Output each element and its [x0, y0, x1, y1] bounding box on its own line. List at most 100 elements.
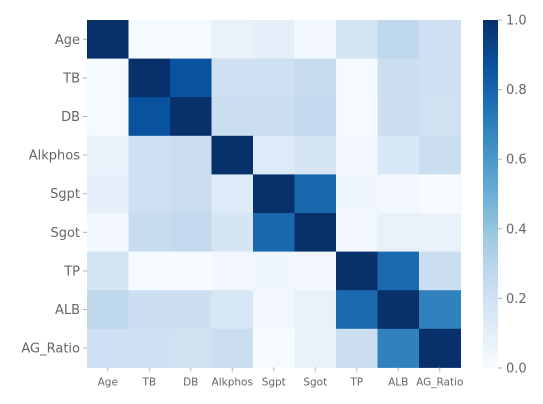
- heatmap-cell-TP-TP: [336, 251, 378, 291]
- heatmap-cell-Alkphos-ALB: [377, 135, 420, 175]
- heatmap-cell-ALB-TP: [336, 290, 378, 330]
- heatmap-cell-ALB-DB: [170, 290, 212, 330]
- heatmap-cell-Sgpt-TB: [128, 174, 171, 214]
- heatmap-cell-Sgot-TP: [336, 213, 378, 253]
- colorbar-tick-label: 1.0: [506, 14, 527, 29]
- heatmap-cell-DB-AG_Ratio: [419, 97, 461, 137]
- heatmap-cell-AG_Ratio-Age: [87, 328, 129, 368]
- heatmap-cell-TP-AG_Ratio: [419, 251, 461, 291]
- y-axis-labels: Age TB DB Alkphos Sgpt Sgot TP ALB AG_Ratio: [21, 33, 87, 357]
- y-label-Sgot: Sgot: [50, 226, 80, 241]
- x-axis-labels: Age TB DB Alkphos Sgpt Sgot TP ALB AG_Ratio: [98, 367, 463, 388]
- heatmap-cell-TP-Sgot: [294, 251, 337, 291]
- heatmap-cell-DB-TP: [336, 97, 378, 137]
- heatmap-cell-AG_Ratio-Sgot: [294, 328, 337, 368]
- heatmap-cell-TB-Alkphos: [211, 58, 254, 98]
- heatmap-cell-Alkphos-Sgot: [294, 135, 337, 175]
- heatmap-cell-Age-TB: [128, 20, 171, 60]
- heatmap-cell-ALB-Sgot: [294, 290, 337, 330]
- heatmap-cell-Age-Sgot: [294, 20, 337, 60]
- heatmap-cell-TP-Alkphos: [211, 251, 254, 291]
- heatmap-cell-ALB-Alkphos: [211, 290, 254, 330]
- heatmap-cell-Sgpt-Sgpt: [253, 174, 295, 214]
- x-label-TB: TB: [141, 376, 156, 388]
- heatmap-cell-DB-TB: [128, 97, 171, 137]
- heatmap-cell-TP-Sgpt: [253, 251, 295, 291]
- x-label-DB: DB: [183, 376, 198, 388]
- x-label-TP: TP: [349, 376, 363, 388]
- y-label-TB: TB: [62, 71, 80, 86]
- heatmap-cell-TB-TB: [128, 58, 171, 98]
- y-label-Sgpt: Sgpt: [50, 187, 80, 202]
- heatmap-cells: [87, 20, 461, 368]
- heatmap-cell-AG_Ratio-Alkphos: [211, 328, 254, 368]
- y-label-AG_Ratio: AG_Ratio: [21, 342, 80, 357]
- heatmap-cell-TB-ALB: [377, 58, 420, 98]
- heatmap-cell-AG_Ratio-Sgpt: [253, 328, 295, 368]
- heatmap-cell-DB-Sgpt: [253, 97, 295, 137]
- heatmap-cell-TP-ALB: [377, 251, 420, 291]
- heatmap-cell-Sgpt-AG_Ratio: [419, 174, 461, 214]
- colorbar-ticks: 0.0 0.2 0.4 0.6 0.8 1.0: [498, 14, 527, 377]
- y-label-Age: Age: [55, 33, 80, 48]
- heatmap-cell-DB-Alkphos: [211, 97, 254, 137]
- colorbar: [483, 20, 498, 368]
- heatmap-cell-ALB-Age: [87, 290, 129, 330]
- heatmap-cell-Alkphos-Sgpt: [253, 135, 295, 175]
- heatmap-cell-Sgot-Alkphos: [211, 213, 254, 253]
- y-label-ALB: ALB: [55, 303, 80, 318]
- x-label-Alkphos: Alkphos: [212, 376, 253, 388]
- heatmap-cell-AG_Ratio-DB: [170, 328, 212, 368]
- heatmap-cell-ALB-ALB: [377, 290, 420, 330]
- heatmap-cell-Alkphos-TB: [128, 135, 171, 175]
- heatmap-cell-Age-Age: [87, 20, 129, 60]
- colorbar-tick-label: 0.6: [506, 153, 527, 168]
- heatmap-cell-Sgot-ALB: [377, 213, 420, 253]
- heatmap-cell-TB-AG_Ratio: [419, 58, 461, 98]
- heatmap-cell-Sgot-Sgpt: [253, 213, 295, 253]
- heatmap-cell-Sgot-DB: [170, 213, 212, 253]
- heatmap-cell-AG_Ratio-ALB: [377, 328, 420, 368]
- heatmap-cell-Sgot-Age: [87, 213, 129, 253]
- heatmap-cell-Age-AG_Ratio: [419, 20, 461, 60]
- heatmap-cell-ALB-TB: [128, 290, 171, 330]
- heatmap-cell-Alkphos-Alkphos: [211, 135, 254, 175]
- y-label-Alkphos: Alkphos: [29, 149, 80, 164]
- x-label-ALB: ALB: [388, 376, 408, 388]
- heatmap-cell-TB-Sgot: [294, 58, 337, 98]
- y-label-TP: TP: [63, 264, 80, 279]
- heatmap-cell-Sgot-Sgot: [294, 213, 337, 253]
- heatmap-cell-Alkphos-DB: [170, 135, 212, 175]
- colorbar-tick-label: 0.0: [506, 362, 527, 377]
- heatmap-cell-Age-TP: [336, 20, 378, 60]
- heatmap-cell-ALB-Sgpt: [253, 290, 295, 330]
- x-label-AG_Ratio: AG_Ratio: [416, 376, 463, 388]
- heatmap-cell-Sgpt-Age: [87, 174, 129, 214]
- heatmap-cell-DB-DB: [170, 97, 212, 137]
- x-label-Sgpt: Sgpt: [262, 376, 286, 388]
- heatmap-cell-AG_Ratio-TP: [336, 328, 378, 368]
- heatmap-cell-Alkphos-TP: [336, 135, 378, 175]
- heatmap-cell-Sgpt-TP: [336, 174, 378, 214]
- heatmap-cell-TP-Age: [87, 251, 129, 291]
- heatmap-cell-DB-Age: [87, 97, 129, 137]
- x-label-Age: Age: [98, 376, 118, 388]
- colorbar-tick-label: 0.2: [506, 292, 527, 307]
- heatmap-cell-TB-DB: [170, 58, 212, 98]
- heatmap-cell-TP-TB: [128, 251, 171, 291]
- heatmap-cell-DB-ALB: [377, 97, 420, 137]
- heatmap-cell-Alkphos-Age: [87, 135, 129, 175]
- heatmap-cell-TB-Sgpt: [253, 58, 295, 98]
- heatmap-cell-Alkphos-AG_Ratio: [419, 135, 461, 175]
- colorbar-tick-label: 0.8: [506, 83, 527, 98]
- heatmap-cell-Sgot-AG_Ratio: [419, 213, 461, 253]
- heatmap-cell-Sgot-TB: [128, 213, 171, 253]
- heatmap-cell-Sgpt-Sgot: [294, 174, 337, 214]
- heatmap-cell-Age-Sgpt: [253, 20, 295, 60]
- heatmap-cell-Age-Alkphos: [211, 20, 254, 60]
- heatmap-cell-TB-TP: [336, 58, 378, 98]
- y-label-DB: DB: [61, 110, 80, 125]
- heatmap-cell-Sgpt-ALB: [377, 174, 420, 214]
- heatmap-cell-Age-ALB: [377, 20, 420, 60]
